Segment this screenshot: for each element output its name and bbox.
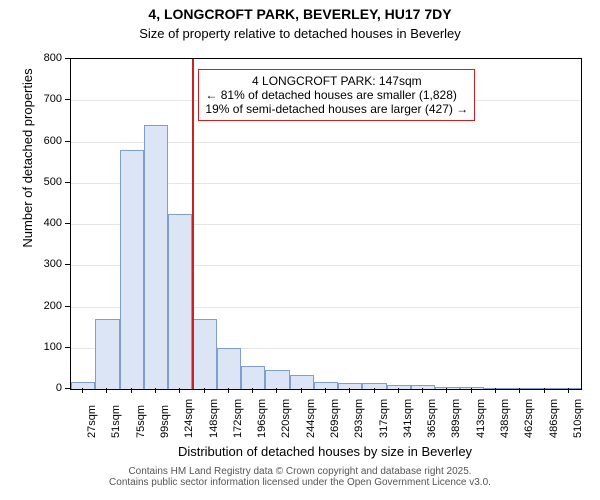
footer-line-2: Contains public sector information licen…: [0, 477, 600, 488]
x-tick-label: 486sqm: [548, 399, 560, 438]
bar: [144, 125, 168, 389]
y-axis-label: Number of detached properties: [20, 0, 35, 323]
bar: [387, 385, 411, 389]
x-tick-label: 220sqm: [280, 399, 292, 438]
y-tick-label: 300: [30, 258, 62, 270]
bar: [411, 385, 435, 389]
x-axis-label: Distribution of detached houses by size …: [70, 444, 580, 459]
x-tick-label: 148sqm: [208, 399, 220, 438]
x-tick-label: 196sqm: [256, 399, 268, 438]
y-tick-label: 500: [30, 176, 62, 188]
y-tick-label: 100: [30, 341, 62, 353]
y-tick-label: 800: [30, 52, 62, 64]
y-tick-label: 200: [30, 300, 62, 312]
y-tick-mark: [65, 141, 70, 142]
x-tick-mark: [155, 388, 156, 393]
chart-title: 4, LONGCROFT PARK, BEVERLEY, HU17 7DY: [0, 6, 600, 22]
x-tick-mark: [349, 388, 350, 393]
y-tick-mark: [65, 223, 70, 224]
x-tick-mark: [495, 388, 496, 393]
bar: [362, 383, 386, 389]
bar: [192, 319, 216, 389]
y-tick-mark: [65, 182, 70, 183]
footer-line-1: Contains HM Land Registry data © Crown c…: [0, 466, 600, 477]
plot-area: 4 LONGCROFT PARK: 147sqm ← 81% of detach…: [70, 58, 582, 390]
chart-container: 4, LONGCROFT PARK, BEVERLEY, HU17 7DY Si…: [0, 0, 600, 500]
x-tick-label: 269sqm: [329, 399, 341, 438]
x-tick-mark: [471, 388, 472, 393]
x-tick-label: 51sqm: [110, 405, 122, 438]
bar: [241, 366, 265, 389]
chart-subtitle: Size of property relative to detached ho…: [0, 26, 600, 41]
x-tick-label: 293sqm: [353, 399, 365, 438]
bar: [168, 214, 192, 389]
x-tick-mark: [422, 388, 423, 393]
bar: [71, 382, 95, 389]
x-tick-mark: [204, 388, 205, 393]
y-tick-mark: [65, 347, 70, 348]
x-tick-label: 75sqm: [135, 405, 147, 438]
x-tick-label: 413sqm: [475, 399, 487, 438]
x-tick-label: 172sqm: [232, 399, 244, 438]
bar: [217, 348, 241, 389]
callout-box: 4 LONGCROFT PARK: 147sqm ← 81% of detach…: [198, 69, 475, 121]
y-tick-mark: [65, 99, 70, 100]
x-tick-label: 244sqm: [305, 399, 317, 438]
x-tick-label: 124sqm: [183, 399, 195, 438]
bar: [460, 387, 484, 389]
x-tick-mark: [106, 388, 107, 393]
y-tick-label: 600: [30, 135, 62, 147]
bar: [290, 375, 314, 389]
x-tick-label: 341sqm: [402, 399, 414, 438]
bar: [508, 388, 532, 389]
bar: [338, 383, 362, 389]
x-tick-mark: [179, 388, 180, 393]
reference-line: [192, 59, 194, 389]
x-tick-mark: [544, 388, 545, 393]
x-tick-mark: [228, 388, 229, 393]
x-tick-mark: [374, 388, 375, 393]
x-tick-label: 510sqm: [572, 399, 584, 438]
x-tick-mark: [519, 388, 520, 393]
bar: [120, 150, 144, 389]
x-tick-mark: [301, 388, 302, 393]
x-tick-mark: [446, 388, 447, 393]
x-tick-label: 389sqm: [450, 399, 462, 438]
callout-line-1: ← 81% of detached houses are smaller (1,…: [205, 88, 468, 102]
x-tick-label: 317sqm: [378, 399, 390, 438]
x-tick-mark: [252, 388, 253, 393]
x-tick-label: 365sqm: [426, 399, 438, 438]
x-tick-label: 27sqm: [86, 405, 98, 438]
x-tick-label: 99sqm: [159, 405, 171, 438]
y-tick-mark: [65, 264, 70, 265]
y-tick-mark: [65, 306, 70, 307]
x-tick-mark: [131, 388, 132, 393]
x-tick-mark: [568, 388, 569, 393]
y-tick-label: 400: [30, 217, 62, 229]
y-tick-label: 0: [30, 382, 62, 394]
x-tick-label: 462sqm: [523, 399, 535, 438]
x-tick-mark: [82, 388, 83, 393]
x-tick-mark: [276, 388, 277, 393]
bar: [435, 387, 459, 389]
bar: [557, 388, 581, 389]
y-tick-mark: [65, 58, 70, 59]
callout-line-2: 19% of semi-detached houses are larger (…: [205, 102, 468, 116]
bar: [265, 370, 289, 389]
x-tick-label: 438sqm: [499, 399, 511, 438]
x-tick-mark: [398, 388, 399, 393]
bar: [95, 319, 119, 389]
x-tick-mark: [325, 388, 326, 393]
bar: [532, 388, 556, 389]
callout-title: 4 LONGCROFT PARK: 147sqm: [205, 74, 468, 88]
y-tick-label: 700: [30, 93, 62, 105]
footer: Contains HM Land Registry data © Crown c…: [0, 466, 600, 488]
y-tick-mark: [65, 388, 70, 389]
